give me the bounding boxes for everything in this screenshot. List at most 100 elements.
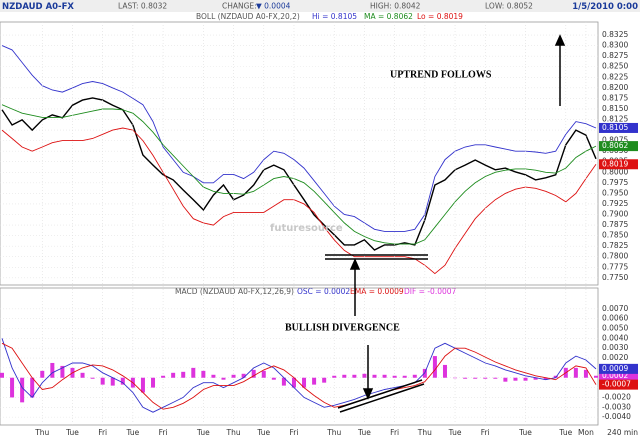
histogram-bar xyxy=(10,377,15,398)
histogram-bar xyxy=(120,377,125,385)
x-tick-label: Thu xyxy=(226,428,241,437)
y-tick-label: 0.0040 xyxy=(602,333,628,342)
macd-title: MACD (NZDAUD A0-FX,12,26,9) xyxy=(175,287,294,296)
histogram-bar xyxy=(513,377,518,381)
histogram-bar xyxy=(543,377,548,380)
y-tick-label: 0.0050 xyxy=(602,323,628,332)
histogram-bar xyxy=(161,375,166,378)
arrows xyxy=(325,34,566,413)
y-tick-label: 0.7850 xyxy=(602,231,628,240)
y-tick-label: 0.7950 xyxy=(602,188,628,197)
x-tick-label: Tue xyxy=(518,428,532,437)
histogram-bar xyxy=(483,377,488,379)
histogram-bar xyxy=(583,369,588,378)
histogram-bar xyxy=(40,370,45,378)
indicator-line xyxy=(1,338,597,413)
y-tick-label: 0.7975 xyxy=(602,178,628,187)
last-value-label: 0.8019 xyxy=(602,159,628,168)
x-tick-label: Tue xyxy=(125,428,139,437)
histogram-bar xyxy=(271,377,276,380)
histogram-bar xyxy=(201,370,206,378)
indicator-line xyxy=(1,342,597,410)
histogram-bar xyxy=(80,372,85,378)
histogram-bar xyxy=(151,377,156,388)
divergence-line xyxy=(337,379,423,409)
last-value-box xyxy=(599,159,638,170)
arrow-head xyxy=(554,34,566,46)
x-tick-label: Thu xyxy=(34,428,49,437)
histogram-bar xyxy=(382,374,387,378)
y-tick-label: 0.8250 xyxy=(602,62,628,71)
histogram-bar xyxy=(573,367,578,378)
last-value-label: 0.0002 xyxy=(602,371,628,380)
histogram-bar xyxy=(171,372,176,378)
y-tick-label: 0.8000 xyxy=(602,167,628,176)
y-tick-label: 0.7800 xyxy=(602,252,628,261)
histogram-bar xyxy=(392,375,397,378)
histogram-bar xyxy=(251,369,256,378)
divergence-line xyxy=(339,383,425,413)
panel-frame xyxy=(0,287,599,426)
date: 1/5/2010 0:00 xyxy=(572,2,638,12)
macd-ema: EMA = 0.0009 xyxy=(350,287,404,296)
header-bar xyxy=(0,0,640,12)
x-tick-label: Tue xyxy=(448,428,462,437)
histogram-bar xyxy=(372,374,377,378)
histogram-bar xyxy=(342,374,347,378)
watermark: futuresource xyxy=(270,223,343,234)
high: HIGH: 0.8042 xyxy=(370,2,421,11)
macd-dif: DIF = -0.0007 xyxy=(404,287,457,296)
histogram-bar xyxy=(140,377,145,393)
last-value-box xyxy=(599,370,638,381)
last-value-label: 0.8105 xyxy=(602,123,628,132)
indicator-line xyxy=(1,45,597,232)
y-tick-label: 0.7825 xyxy=(602,241,628,250)
arrow-head xyxy=(362,388,374,400)
boll-ma: MA = 0.8062 xyxy=(364,12,413,21)
histogram-bar xyxy=(181,371,186,378)
y-tick-label: 0.7750 xyxy=(602,273,628,282)
interval-label: 240 min xyxy=(607,428,638,437)
histogram-bar xyxy=(0,372,4,378)
price-line xyxy=(1,97,597,251)
macd-osc: OSC = 0.0002 xyxy=(297,287,350,296)
histogram-bar xyxy=(60,365,65,378)
y-tick-label: 0.8200 xyxy=(602,83,628,92)
annotation: UPTREND FOLLOWS xyxy=(390,69,492,80)
plot-layer: 0.77500.77750.78000.78250.78500.78750.79… xyxy=(0,21,638,437)
y-tick-label: 0.7900 xyxy=(602,210,628,219)
histogram-bar xyxy=(191,367,196,378)
panel-frame xyxy=(0,21,599,286)
x-tick-label: Fri xyxy=(289,428,298,437)
x-tick-label: Tue xyxy=(256,428,270,437)
y-tick-label: 0.0070 xyxy=(602,304,628,313)
histogram-bar xyxy=(553,375,558,378)
change: ▼ 0.0004 xyxy=(256,2,291,11)
y-tick-label: 0.0030 xyxy=(602,343,628,352)
histogram-bar xyxy=(533,377,538,380)
y-tick-label: -0.0040 xyxy=(602,412,631,421)
last-value-label: -0.0007 xyxy=(602,380,631,389)
histogram-bar xyxy=(221,377,226,380)
histogram-bar xyxy=(453,377,458,379)
y-tick-label: 0.8275 xyxy=(602,51,628,60)
last-value-box xyxy=(599,122,638,133)
histogram-bar xyxy=(362,373,367,378)
indicator-line xyxy=(1,127,597,275)
histogram-bar xyxy=(463,377,468,379)
last-value-box xyxy=(599,379,638,390)
histogram-bar xyxy=(231,374,236,378)
x-tick-label: Fri xyxy=(390,428,399,437)
y-tick-label: 0.0060 xyxy=(602,314,628,323)
annotation: BULLISH DIVERGENCE xyxy=(285,322,400,333)
low: LOW: 0.8052 xyxy=(485,2,533,11)
histogram-bar xyxy=(503,377,508,382)
y-tick-label: 0.8125 xyxy=(602,115,628,124)
symbol: NZDAUD A0-FX xyxy=(2,2,74,12)
x-tick-label: Thu xyxy=(417,428,432,437)
histogram-bar xyxy=(50,362,55,378)
y-tick-label: 0.8225 xyxy=(602,72,628,81)
x-tick-label: Mon xyxy=(578,428,594,437)
histogram-bar xyxy=(332,375,337,378)
